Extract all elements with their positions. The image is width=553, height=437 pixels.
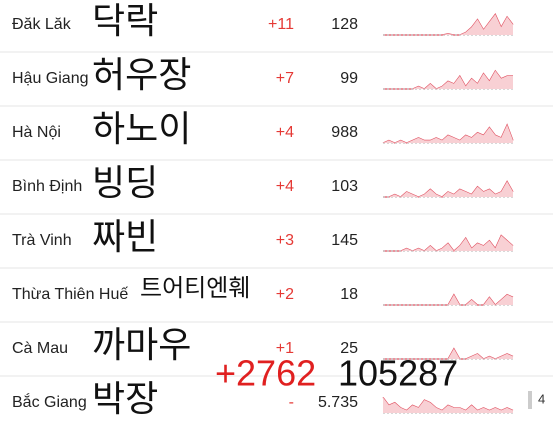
korean-name: 빙딩 bbox=[92, 163, 158, 204]
sparkline-area bbox=[383, 294, 513, 305]
new-cases: - bbox=[289, 394, 294, 411]
sparkline-area bbox=[383, 124, 513, 143]
overlay-total: 105287 bbox=[338, 353, 458, 394]
korean-name: 허우장 bbox=[92, 55, 191, 96]
overlay-delta: +2762 bbox=[215, 353, 316, 394]
province-name: Đăk Lăk bbox=[12, 16, 72, 33]
total-cases: 18 bbox=[340, 286, 358, 303]
page-number: 4 bbox=[538, 391, 545, 406]
province-name: Cà Mau bbox=[12, 340, 68, 357]
province-name: Hà Nội bbox=[12, 124, 61, 141]
total-cases: 145 bbox=[331, 232, 358, 249]
province-name: Trà Vinh bbox=[12, 232, 72, 249]
province-name: Bình Định bbox=[12, 178, 82, 195]
province-name: Bắc Giang bbox=[12, 392, 87, 411]
total-cases: 25 bbox=[340, 340, 358, 357]
sparkline-area bbox=[383, 348, 513, 359]
total-cases: 99 bbox=[340, 70, 358, 87]
province-name: Hậu Giang bbox=[12, 70, 89, 87]
korean-name: 닥락 bbox=[92, 1, 158, 42]
province-name: Thừa Thiên Huế bbox=[12, 286, 128, 303]
korean-name: 하노이 bbox=[92, 109, 191, 150]
new-cases: +4 bbox=[276, 124, 294, 141]
page-bar bbox=[528, 391, 532, 409]
new-cases: +2 bbox=[276, 286, 294, 303]
new-cases: +7 bbox=[276, 70, 294, 87]
sparkline-area bbox=[383, 14, 513, 35]
sparkline-area bbox=[383, 235, 513, 251]
korean-name: 까마우 bbox=[92, 325, 191, 366]
korean-name: 짜빈 bbox=[92, 217, 158, 258]
new-cases: +11 bbox=[268, 16, 294, 33]
new-cases: +4 bbox=[276, 178, 294, 195]
total-cases: 128 bbox=[331, 16, 358, 33]
total-cases: 5.735 bbox=[318, 394, 358, 411]
new-cases: +3 bbox=[276, 232, 294, 249]
total-cases: 988 bbox=[331, 124, 358, 141]
korean-name: 박장 bbox=[92, 379, 158, 420]
sparkline-area bbox=[383, 397, 513, 413]
total-cases: 103 bbox=[331, 178, 358, 195]
new-cases: +1 bbox=[276, 340, 294, 357]
sparkline-area bbox=[383, 181, 513, 197]
sparkline-area bbox=[383, 70, 513, 89]
korean-name: 트어티엔훼 bbox=[140, 274, 250, 302]
